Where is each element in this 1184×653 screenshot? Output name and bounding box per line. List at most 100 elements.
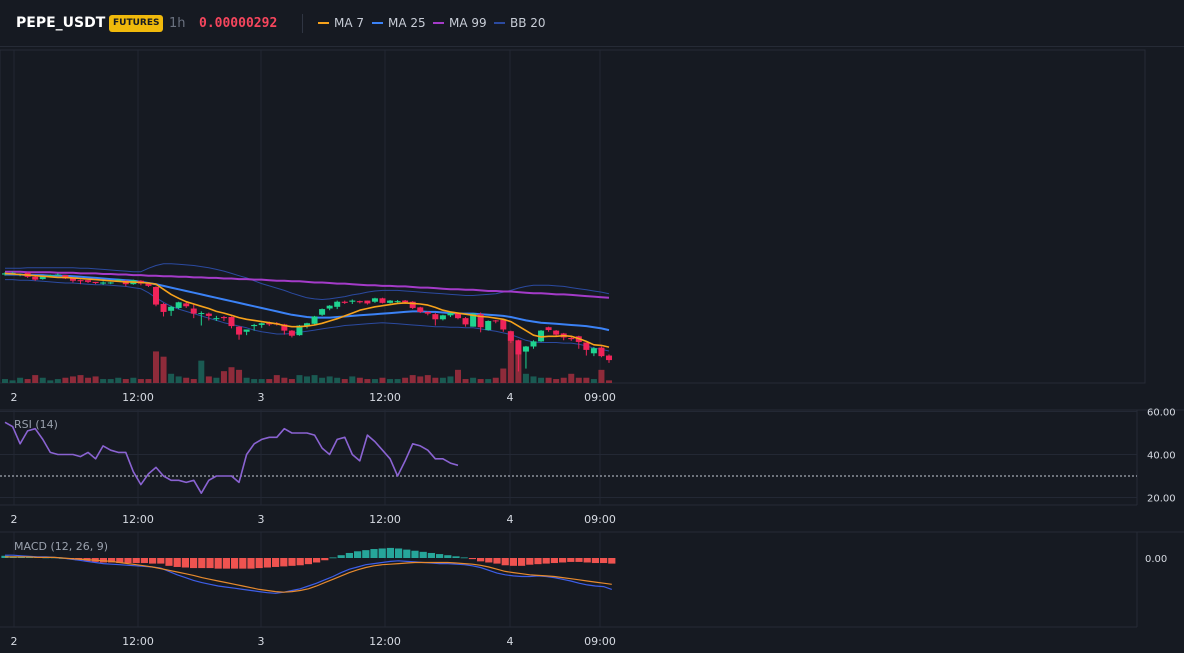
macd-histogram-bar bbox=[436, 554, 444, 558]
macd-signal-line bbox=[5, 556, 612, 593]
macd-histogram-bar bbox=[132, 558, 140, 564]
volume-bar bbox=[32, 375, 39, 383]
macd-histogram-bar bbox=[222, 558, 230, 569]
symbol-label[interactable]: PEPE_USDT bbox=[16, 15, 106, 31]
volume-bar bbox=[432, 377, 439, 383]
candle-body bbox=[379, 298, 386, 303]
volume-bar bbox=[54, 379, 61, 383]
candle-body bbox=[522, 346, 529, 352]
candle-body bbox=[115, 279, 122, 282]
volume-bar bbox=[17, 377, 24, 383]
macd-histogram-bar bbox=[173, 558, 181, 567]
volume-bar bbox=[409, 375, 416, 383]
candle-body bbox=[258, 323, 265, 325]
volume-bar bbox=[507, 333, 514, 383]
volume-bar bbox=[424, 375, 431, 383]
volume-bar bbox=[220, 371, 227, 383]
macd-histogram-bar bbox=[280, 558, 288, 567]
volume-bar bbox=[100, 379, 107, 383]
legend-label: MA 7 bbox=[334, 16, 365, 30]
candle-body bbox=[606, 355, 612, 361]
legend-swatch bbox=[318, 21, 329, 24]
ma25-line bbox=[5, 273, 610, 332]
candle-body bbox=[545, 327, 552, 331]
candle-body bbox=[485, 320, 492, 331]
volume-bar bbox=[590, 379, 597, 383]
candle-body bbox=[500, 319, 507, 330]
macd-histogram-bar bbox=[108, 558, 116, 563]
candle-body bbox=[553, 330, 560, 335]
candle-body bbox=[424, 311, 431, 314]
macd-histogram-bar bbox=[534, 558, 542, 565]
candle-body bbox=[394, 301, 401, 303]
interval-selector[interactable]: 1h bbox=[169, 16, 186, 31]
volume-bar bbox=[115, 377, 122, 383]
ma99-line bbox=[5, 270, 610, 299]
volume-bar bbox=[606, 380, 612, 383]
macd-histogram-bar bbox=[1, 555, 9, 558]
volume-bar bbox=[492, 377, 499, 383]
volume-bar bbox=[69, 376, 76, 383]
volume-bar bbox=[530, 376, 537, 383]
rsi-y-tick: 60.00 bbox=[1147, 408, 1176, 419]
legend-label: MA 99 bbox=[449, 16, 487, 30]
candle-body bbox=[598, 347, 605, 357]
macd-histogram-bar bbox=[239, 558, 247, 569]
candle-body bbox=[409, 301, 416, 308]
volume-bar bbox=[205, 376, 212, 383]
volume-bar bbox=[258, 379, 265, 383]
x-tick-label: 2 bbox=[11, 635, 18, 648]
legend-ma99[interactable]: MA 99 bbox=[433, 0, 487, 47]
x-tick-label: 3 bbox=[258, 513, 265, 526]
macd-histogram-bar bbox=[477, 558, 485, 562]
legend-ma25[interactable]: MA 25 bbox=[372, 0, 426, 47]
candle-body bbox=[462, 318, 469, 325]
candle-body bbox=[54, 274, 61, 276]
candle-body bbox=[69, 278, 76, 281]
candle-body bbox=[341, 301, 348, 303]
candle-body bbox=[334, 301, 341, 307]
macd-histogram-bar bbox=[304, 558, 312, 565]
futures-badge: FUTURES bbox=[109, 15, 164, 32]
macd-y-tick: 0.00 bbox=[1145, 554, 1167, 565]
volume-bar bbox=[153, 351, 159, 383]
legend-swatch bbox=[494, 21, 505, 24]
candle-body bbox=[515, 340, 522, 355]
macd-histogram-bar bbox=[321, 558, 329, 561]
volume-bar bbox=[538, 377, 545, 383]
volume-bar bbox=[228, 367, 235, 383]
volume-bar bbox=[39, 377, 46, 383]
legend-ma7[interactable]: MA 7 bbox=[318, 0, 364, 47]
macd-histogram-bar bbox=[296, 558, 304, 566]
candle-body bbox=[470, 313, 477, 327]
macd-histogram-bar bbox=[247, 558, 255, 569]
volume-bar bbox=[439, 377, 446, 383]
volume-bar bbox=[137, 379, 144, 383]
candle-body bbox=[39, 276, 46, 280]
volume-bar bbox=[545, 377, 552, 383]
volume-bar bbox=[122, 379, 129, 383]
macd-histogram-bar bbox=[378, 548, 386, 558]
candle-body bbox=[455, 313, 461, 319]
macd-histogram-bar bbox=[116, 558, 124, 564]
volume-bar bbox=[92, 376, 99, 383]
macd-histogram-bar bbox=[165, 558, 173, 566]
macd-histogram-bar bbox=[583, 558, 591, 563]
volume-bar bbox=[62, 377, 69, 383]
candle-body bbox=[326, 305, 333, 309]
volume-bar bbox=[462, 379, 469, 383]
legend-bb20[interactable]: BB 20 bbox=[494, 0, 546, 47]
volume-bar bbox=[447, 376, 454, 383]
candle-body bbox=[356, 301, 363, 303]
candle-body bbox=[228, 317, 235, 327]
macd-line bbox=[5, 554, 612, 594]
candle-body bbox=[190, 308, 197, 314]
volume-bar bbox=[24, 379, 31, 383]
volume-bar bbox=[477, 379, 484, 383]
volume-bar bbox=[266, 379, 273, 383]
macd-histogram-bar bbox=[411, 550, 419, 558]
x-tick-label: 12:00 bbox=[369, 391, 401, 404]
x-tick-label: 09:00 bbox=[584, 513, 616, 526]
volume-bar bbox=[522, 373, 529, 383]
